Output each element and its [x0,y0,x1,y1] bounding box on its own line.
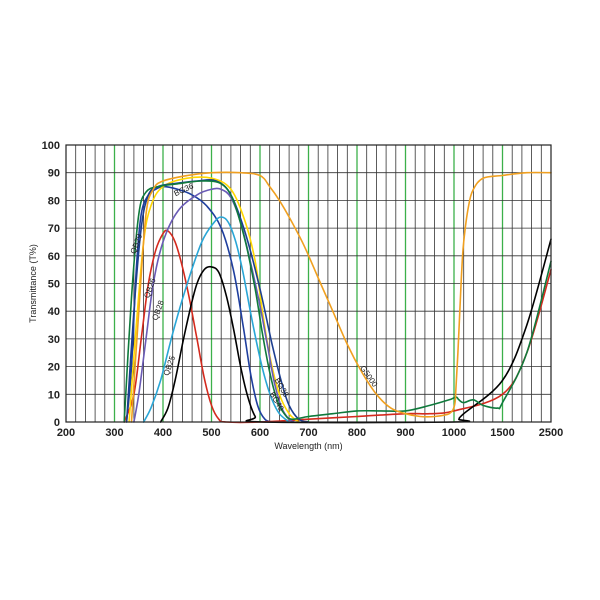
x-tick-label: 600 [251,427,269,439]
y-tick-label: 70 [48,223,60,235]
y-tick-label: 30 [48,334,60,346]
y-tick-label: 90 [48,168,60,180]
x-tick-label: 200 [57,427,75,439]
series-line-qb26 [123,229,552,424]
x-tick-label: 800 [348,427,366,439]
plot-frame [65,144,552,423]
y-tick-label: 10 [48,389,60,401]
x-tick-label: 900 [396,427,414,439]
x-tick-label: 2500 [539,427,563,439]
x-tick-label: 1500 [490,427,514,439]
series-line-bg36 [133,187,295,423]
series-line-bg40 [123,180,552,423]
y-tick-label: 50 [48,279,60,291]
y-tick-label: 60 [48,251,60,263]
curve-label-qb25: QB25 [162,354,178,377]
x-tick-label: 700 [299,427,317,439]
y-tick-label: 40 [48,306,60,318]
y-tick-labels: 0 10 20 30 40 50 60 70 80 90 100 [42,140,60,429]
series-line-qb25 [159,238,552,424]
y-axis-title: Transmittance (T%) [28,244,38,323]
x-tick-label: 400 [154,427,172,439]
x-axis-title: Wavelength (nm) [274,441,342,451]
series-group [123,171,552,424]
series-line-qb29 [125,185,273,423]
y-tick-label: 80 [48,195,60,207]
x-tick-label: 1000 [442,427,466,439]
x-tick-labels: 200 300 400 500 600 700 800 900 1000 1500 2500 [57,427,563,439]
y-tick-label: 0 [54,417,60,429]
x-tick-label: 300 [105,427,123,439]
grid [65,144,552,423]
x-tick-label: 500 [202,427,220,439]
y-tick-label: 20 [48,362,60,374]
curve-label-qb28: QB28 [150,299,166,322]
series-line-g5000 [130,171,552,423]
series-line-qb28 [142,216,290,423]
curve-label-qb26: QB26 [142,277,158,300]
y-tick-label: 100 [42,140,60,152]
